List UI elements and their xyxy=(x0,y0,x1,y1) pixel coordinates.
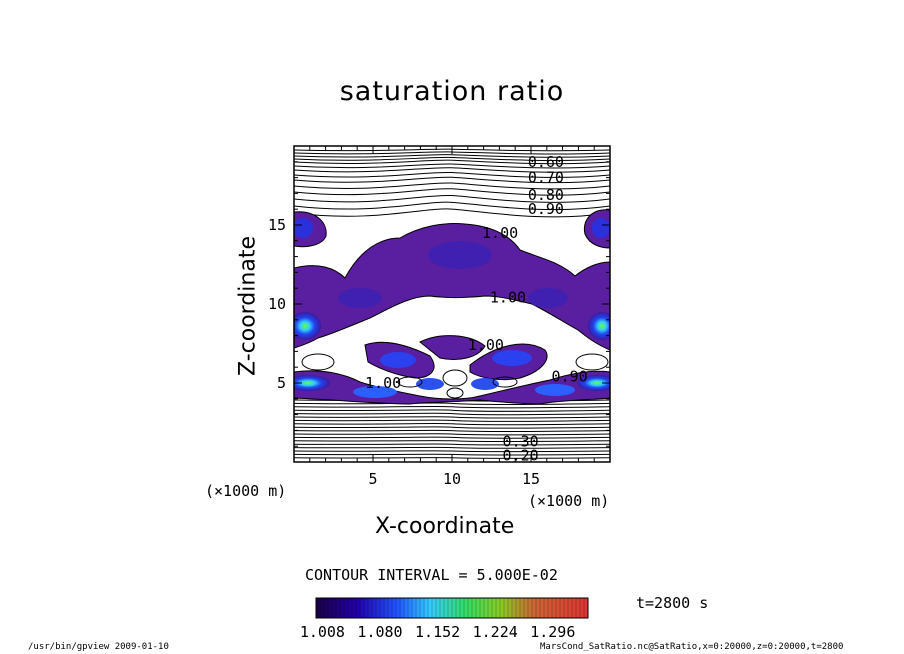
contour-value-label: 0.70 xyxy=(528,169,564,187)
core-blob xyxy=(428,241,492,269)
x-axis-label: X-coordinate xyxy=(375,514,515,539)
contour-line xyxy=(294,171,610,178)
contour-value-label: 1.00 xyxy=(490,289,526,307)
contour-value-label: 0.30 xyxy=(503,432,539,450)
core-blob xyxy=(294,312,321,340)
contour-loop xyxy=(397,376,423,388)
contour-line xyxy=(294,176,610,184)
y-tick-label: 10 xyxy=(268,295,286,313)
core-blob xyxy=(294,375,330,391)
colorbar-stripes xyxy=(319,598,585,618)
colorbar-tick-label: 1.008 xyxy=(300,623,345,641)
contour-loop xyxy=(492,376,518,388)
x-tick-label: 10 xyxy=(443,470,461,488)
contour-value-label: 0.90 xyxy=(528,200,564,218)
core-blob xyxy=(592,218,610,238)
contour-value-label: 1.00 xyxy=(365,374,401,392)
contour-line xyxy=(294,208,610,218)
core-blob xyxy=(492,350,532,366)
contour-line xyxy=(294,443,610,446)
contour-line xyxy=(294,156,610,161)
contour-line xyxy=(294,440,610,442)
contour-labels: 0.600.700.800.901.001.001.001.00 0.900.30… xyxy=(365,153,588,465)
core-blob xyxy=(528,288,568,308)
contour-line xyxy=(294,450,610,453)
core-blob xyxy=(577,375,610,391)
contour-value-label: 0.20 xyxy=(503,447,539,465)
contour-line xyxy=(294,167,610,173)
y-tick-label: 5 xyxy=(277,374,286,392)
x-unit-label-right: (×1000 m) xyxy=(528,492,610,510)
contour-value-label: 0.90 xyxy=(552,368,588,386)
contour-line xyxy=(294,419,610,422)
contour-line xyxy=(294,409,610,412)
contour-line xyxy=(294,163,610,169)
core-blob xyxy=(535,384,575,396)
footer-program: /usr/bin/gpview 2009-01-10 xyxy=(28,642,169,652)
core-blob xyxy=(588,312,610,340)
y-tick-label: 15 xyxy=(268,216,286,234)
x-tick-label: 5 xyxy=(368,470,377,488)
colorbar-tick-label: 1.296 xyxy=(530,623,575,641)
lobe-region xyxy=(419,335,486,360)
contour-value-label: 1.00 xyxy=(468,336,504,354)
contour-loop xyxy=(442,369,468,387)
contour-line xyxy=(294,416,610,419)
contour-value-label: 1.00 xyxy=(482,224,518,242)
contour-loop xyxy=(301,353,335,371)
core-blob xyxy=(380,352,416,368)
contour-line xyxy=(294,433,610,436)
chart-title: saturation ratio xyxy=(339,76,565,107)
contour-loop xyxy=(446,387,464,399)
colorbar-tick-label: 1.080 xyxy=(357,623,402,641)
contour-line xyxy=(294,429,610,432)
contour-line xyxy=(294,402,610,405)
x-unit-label: (×1000 m) xyxy=(205,482,287,500)
contour-line xyxy=(294,426,610,429)
contour-line xyxy=(294,405,610,409)
core-blob xyxy=(353,386,397,398)
y-axis-label: Z-coordinate xyxy=(235,236,261,376)
contour-value-label: 0.60 xyxy=(528,153,564,171)
contour-line xyxy=(294,446,610,449)
contour-line xyxy=(294,412,610,416)
colorbar-ticks: 1.008 1.080 1.152 1.224 1.296 xyxy=(300,623,576,641)
contour-line xyxy=(294,201,610,211)
footer-source: MarsCond_SatRatio.nc@SatRatio,x=0:20000,… xyxy=(540,642,844,652)
colorbar-tick-label: 1.152 xyxy=(415,623,460,641)
contour-line xyxy=(294,154,610,158)
x-tick-label: 15 xyxy=(522,470,540,488)
contour-line xyxy=(294,159,610,165)
contour-field xyxy=(294,148,610,459)
core-blob xyxy=(471,378,499,390)
contour-line xyxy=(294,188,610,196)
upper-contour-lines xyxy=(294,148,610,218)
core-blob xyxy=(338,288,382,308)
lower-contour-lines xyxy=(294,399,610,459)
axes: 5 5 10 10 15 15 xyxy=(268,146,610,488)
supersaturation-region xyxy=(294,223,610,351)
time-label: t=2800 s xyxy=(636,594,709,612)
contour-line xyxy=(294,436,610,439)
contour-line xyxy=(294,182,610,190)
contour-loop xyxy=(575,353,609,371)
core-blob xyxy=(416,378,444,390)
contour-interval: CONTOUR INTERVAL = 5.000E-02 xyxy=(305,566,558,584)
core-blob xyxy=(294,218,313,238)
colorbar-tick-label: 1.224 xyxy=(473,623,518,641)
contour-value-label: 0.80 xyxy=(528,186,564,204)
contour-line xyxy=(294,194,610,203)
contour-line xyxy=(294,422,610,426)
